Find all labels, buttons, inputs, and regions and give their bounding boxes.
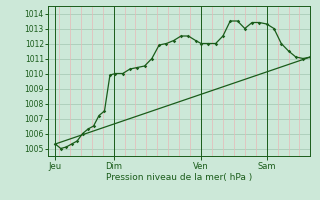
X-axis label: Pression niveau de la mer( hPa ): Pression niveau de la mer( hPa ) xyxy=(106,173,252,182)
